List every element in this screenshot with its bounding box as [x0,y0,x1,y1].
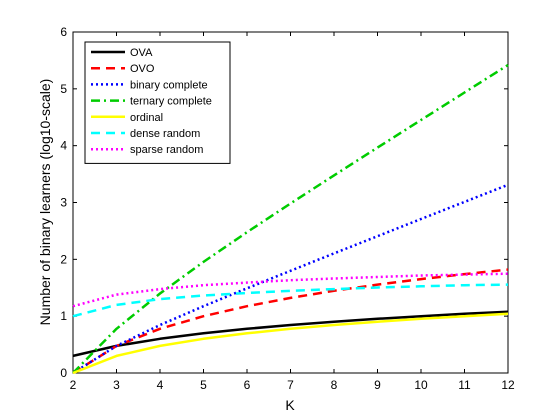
x-tick-label: 11 [458,378,471,392]
x-tick-label: 7 [287,378,294,392]
series-lines [72,63,509,375]
y-tick-label: 1 [60,309,67,323]
legend-label-ordinal: ordinal [130,112,163,124]
x-tick-label: 10 [414,378,428,392]
y-tick-label: 0 [60,366,67,380]
x-tick-label: 8 [331,378,338,392]
legend: OVA OVO binary complete ternary complete ord… [84,41,231,164]
legend-label-binary-complete: binary complete [130,79,208,91]
y-axis-ticks: 0 1 2 3 4 5 6 [60,25,508,380]
y-tick-label: 4 [60,139,67,153]
legend-label-ternary-complete: ternary complete [130,96,212,108]
series-line-ternary-complete [72,63,509,374]
y-tick-label: 5 [60,82,67,96]
x-tick-label: 12 [501,378,515,392]
series-line-ovo [72,268,509,375]
legend-label-ova: OVA [130,47,153,59]
y-axis-label: Number of binary learners (log10-scale) [37,79,53,326]
x-tick-label: 4 [157,378,164,392]
legend-box [84,41,231,164]
y-tick-label: 6 [60,25,67,39]
series-line-ordinal [72,312,509,375]
legend-label-dense-random: dense random [130,128,200,140]
series-line-dense-random [72,283,509,318]
x-axis-ticks: 2 3 4 5 6 7 8 9 10 11 12 [70,32,515,392]
x-tick-label: 6 [244,378,251,392]
legend-label-ovo: OVO [130,63,155,75]
x-tick-label: 2 [70,378,77,392]
legend-label-sparse-random: sparse random [130,144,203,156]
y-tick-label: 3 [60,196,67,210]
x-tick-label: 5 [200,378,207,392]
y-tick-label: 2 [60,252,67,266]
series-line-binary-complete [72,183,509,375]
series-line-ova [72,310,509,358]
x-tick-label: 9 [374,378,381,392]
x-axis-label: K [285,397,295,413]
x-tick-label: 3 [113,378,120,392]
